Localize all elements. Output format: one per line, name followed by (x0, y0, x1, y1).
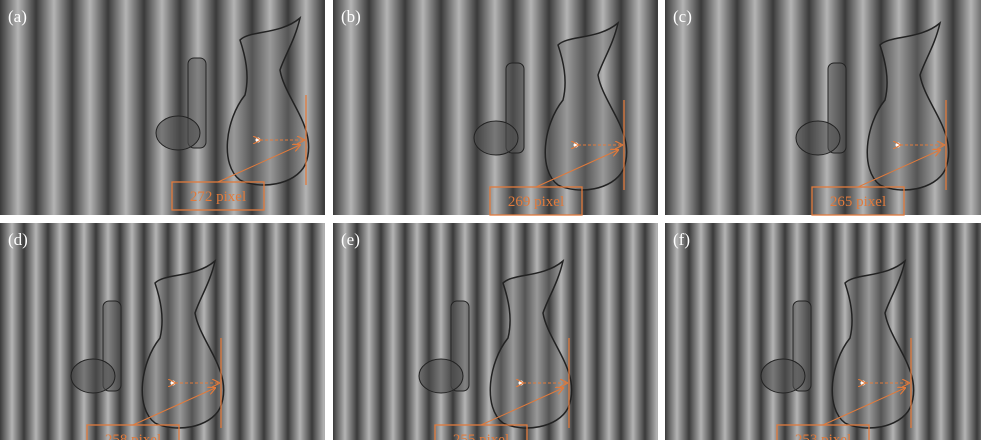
knob (419, 359, 463, 393)
panel: 269 pixel (b) (333, 0, 658, 215)
annotation-text: 253 pixel (795, 432, 851, 440)
panel-label: (c) (673, 7, 692, 26)
photo-background (665, 223, 981, 440)
highlight (519, 381, 524, 386)
highlight (574, 143, 579, 148)
panel-label: (e) (341, 230, 360, 249)
knob (761, 359, 805, 393)
panel-label: (d) (8, 230, 28, 249)
panel: 272 pixel (a) (0, 0, 325, 215)
knob (156, 116, 200, 150)
panel: 255 pixel (e) (333, 223, 658, 440)
panel-label: (b) (341, 7, 361, 26)
panel-label: (f) (673, 230, 690, 249)
panel: 258 pixel (d) (0, 223, 325, 440)
highlight (256, 138, 261, 143)
knob (474, 121, 518, 155)
highlight (171, 381, 176, 386)
knob (796, 121, 840, 155)
annotation-text: 272 pixel (190, 189, 246, 205)
panel: 265 pixel (c) (665, 0, 981, 215)
highlight (861, 381, 866, 386)
highlight (896, 143, 901, 148)
panel: 253 pixel (f) (665, 223, 981, 440)
annotation-text: 265 pixel (830, 194, 886, 210)
knob (71, 359, 115, 393)
annotation-text: 258 pixel (105, 432, 161, 440)
panel-label: (a) (8, 7, 27, 26)
annotation-text: 255 pixel (453, 432, 509, 440)
figure: 272 pixel (a) 269 pixel (b) 265 pixel (c) 258 … (0, 0, 981, 440)
annotation-text: 269 pixel (508, 194, 564, 210)
